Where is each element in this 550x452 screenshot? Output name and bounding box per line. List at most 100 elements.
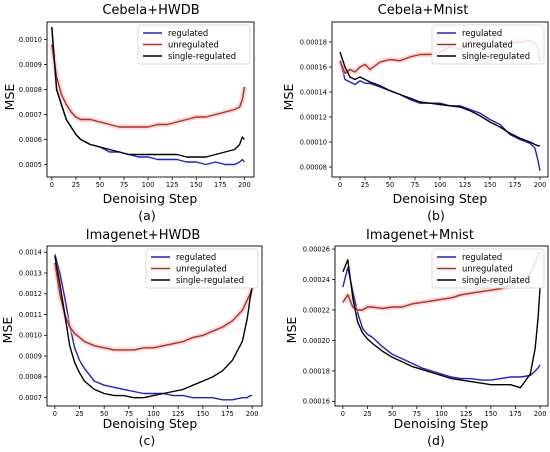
x-tick-label: 150 <box>485 410 498 418</box>
panel-b-ylabel: MSE <box>281 84 296 111</box>
y-tick-label: 0.0006 <box>19 136 42 144</box>
panel-b-plot: 0 25 50 75 100 125 150 175 200 0.00008 0.00010 0.00… <box>300 21 549 189</box>
x-tick-label: 75 <box>411 181 419 189</box>
legend-box <box>145 248 259 289</box>
y-tick-label: 0.00012 <box>300 113 327 121</box>
panel-d-xlabel: Denoising Step <box>394 416 489 431</box>
y-tick-label: 0.0007 <box>19 111 42 119</box>
y-tick-label: 0.0005 <box>19 161 42 169</box>
panel-c-caption: (c) <box>139 433 156 448</box>
x-tick-label: 50 <box>388 410 396 418</box>
series-line-regulated <box>54 254 253 401</box>
legend-label-regulated: regulated <box>168 28 208 38</box>
legend-box <box>431 24 545 65</box>
x-tick-label: 125 <box>460 410 473 418</box>
series-line-single-regulated <box>54 256 253 399</box>
x-tick-label: 200 <box>534 181 547 189</box>
panel-a-ylabel: MSE <box>2 84 17 111</box>
legend-label-regulated: regulated <box>176 252 216 262</box>
panel-a-title: Cebela+HWDB <box>102 3 199 18</box>
x-tick-label: 0 <box>53 410 57 418</box>
y-tick-label: 0.0009 <box>19 61 42 69</box>
x-tick-label: 50 <box>386 181 394 189</box>
y-tick-label: 0.0007 <box>19 394 42 402</box>
series-line-single-regulated <box>51 26 245 158</box>
panel-c-plot: 0 25 50 75 100 125 150 175 200 0.0007 0.0008 0.0009… <box>19 245 263 418</box>
panel-a-plot: 0 25 50 75 100 125 150 175 200 0.0005 0.0006 0.0007… <box>19 21 255 189</box>
x-tick-label: 75 <box>125 410 133 418</box>
y-tick-label: 0.0010 <box>19 36 42 44</box>
panel-d-title: Imagenet+Mnist <box>366 228 474 243</box>
y-tick-label: 0.00026 <box>303 245 330 253</box>
x-tick-label: 25 <box>72 181 80 189</box>
legend-label-unregulated: unregulated <box>168 40 219 50</box>
x-tick-label: 25 <box>363 410 371 418</box>
x-tick-label: 75 <box>120 181 128 189</box>
x-tick-label: 0 <box>341 410 345 418</box>
x-tick-label: 100 <box>434 181 447 189</box>
legend-label-regulated: regulated <box>462 252 502 262</box>
x-tick-label: 125 <box>459 181 472 189</box>
legend-label-unregulated: unregulated <box>462 264 513 274</box>
legend-label-unregulated: unregulated <box>462 40 513 50</box>
panel-a-xlabel: Denoising Step <box>103 191 198 206</box>
legend-box <box>431 248 545 289</box>
x-tick-label: 175 <box>509 181 522 189</box>
panel-c-ylabel: MSE <box>0 317 15 344</box>
y-tick-label: 0.00016 <box>300 63 327 71</box>
x-tick-label: 175 <box>214 181 227 189</box>
x-tick-label: 125 <box>172 410 185 418</box>
panel-b: Cebela+Mnist MSE Denoising Step (b) 0 25 5… <box>281 3 549 223</box>
panel-a: Cebela+HWDB MSE Denoising Step (a) 0 25 50… <box>2 3 255 223</box>
y-tick-label: 0.00022 <box>303 306 330 314</box>
panel-c-title: Imagenet+HWDB <box>86 228 201 243</box>
legend-label-single-regulated: single-regulated <box>168 51 236 61</box>
panel-b-caption: (b) <box>427 208 445 223</box>
panel-d: Imagenet+Mnist MSE Denoising Step (d) 0 2… <box>284 228 549 448</box>
x-tick-label: 125 <box>166 181 179 189</box>
y-tick-label: 0.0008 <box>19 373 42 381</box>
y-tick-label: 0.0013 <box>19 269 42 277</box>
series-line-unregulated <box>54 262 253 351</box>
x-tick-label: 150 <box>484 181 497 189</box>
series-line-single-regulated <box>342 259 541 389</box>
x-tick-label: 175 <box>509 410 522 418</box>
y-tick-label: 0.0009 <box>19 352 42 360</box>
panel-d-plot: 0 25 50 75 100 125 150 175 200 0.00016 0.00018 0.00… <box>303 245 549 418</box>
x-tick-label: 150 <box>197 410 210 418</box>
x-tick-label: 100 <box>142 181 155 189</box>
y-tick-label: 0.00018 <box>300 38 327 46</box>
y-tick-label: 0.00024 <box>303 276 330 284</box>
y-tick-label: 0.0010 <box>19 332 42 340</box>
panel-a-caption: (a) <box>138 208 155 223</box>
plot-frame <box>46 21 255 178</box>
y-tick-label: 0.00016 <box>303 398 330 406</box>
x-tick-label: 0 <box>50 181 54 189</box>
y-tick-label: 0.00010 <box>300 138 327 146</box>
y-tick-label: 0.00020 <box>303 337 330 345</box>
y-tick-label: 0.0014 <box>19 249 42 257</box>
y-tick-label: 0.0008 <box>19 86 42 94</box>
y-tick-label: 0.00018 <box>303 367 330 375</box>
x-tick-label: 200 <box>246 410 259 418</box>
x-tick-label: 100 <box>435 410 448 418</box>
plot-frame <box>46 245 263 407</box>
legend-box <box>137 24 251 65</box>
x-tick-label: 100 <box>147 410 160 418</box>
x-tick-label: 200 <box>238 181 251 189</box>
x-tick-label: 175 <box>221 410 234 418</box>
series-line-single-regulated <box>339 51 540 147</box>
legend-label-single-regulated: single-regulated <box>176 275 244 285</box>
x-tick-label: 150 <box>190 181 203 189</box>
panel-c-xlabel: Denoising Step <box>103 416 198 431</box>
panel-c: Imagenet+HWDB MSE Denoising Step (c) 0 25… <box>0 228 263 448</box>
x-tick-label: 200 <box>534 410 547 418</box>
x-tick-label: 50 <box>100 410 108 418</box>
panel-b-xlabel: Denoising Step <box>393 191 488 206</box>
panel-d-caption: (d) <box>427 433 445 448</box>
